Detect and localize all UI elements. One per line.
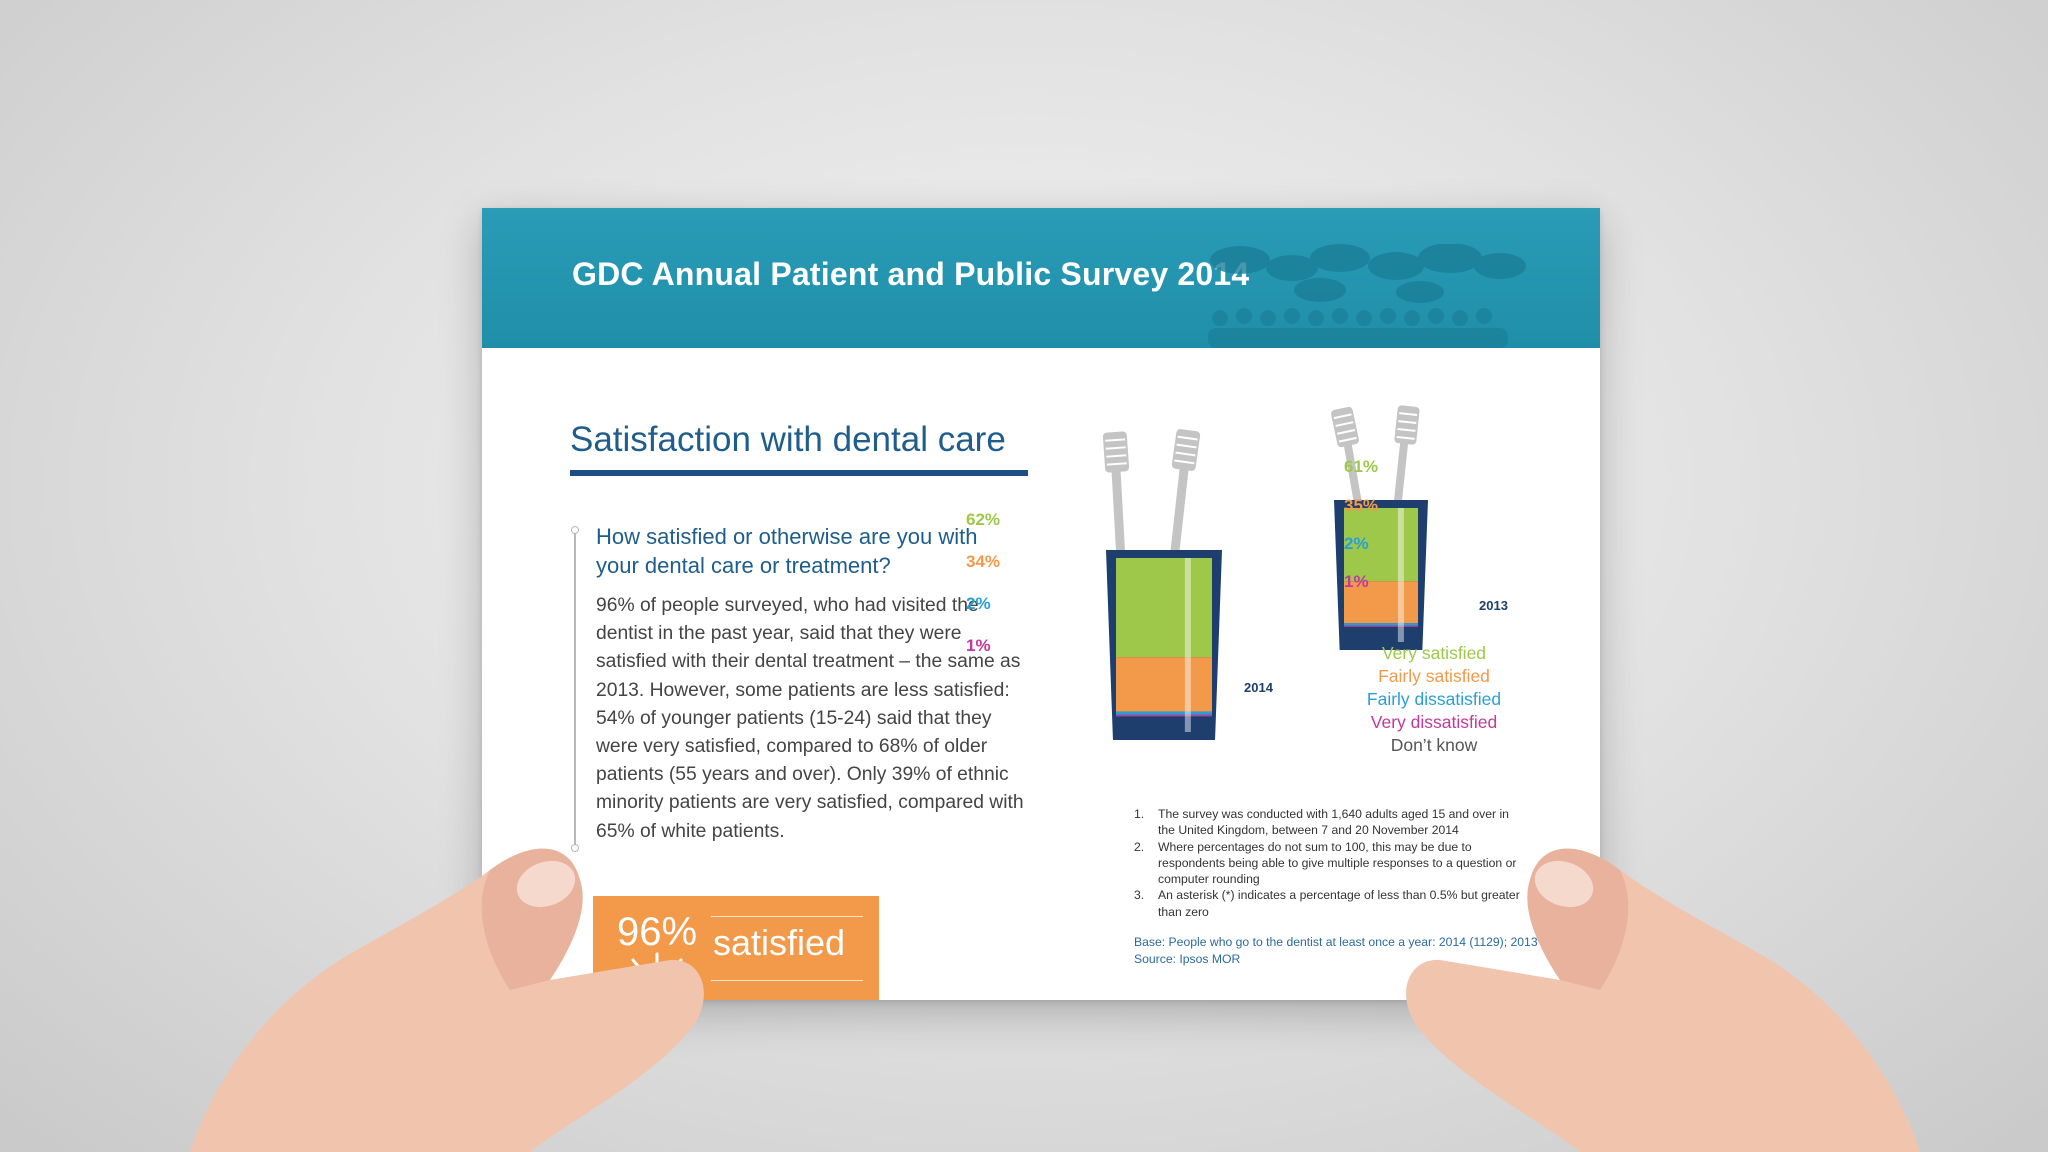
legend-item-fairly-satisfied: Fairly satisfied xyxy=(1378,666,1490,686)
bar-segment-2013-fairly-satisfied xyxy=(1344,581,1418,624)
pct-label-2014-fairly-dissatisfied: 2% xyxy=(966,594,991,613)
body-text: 96% of people surveyed, who had visited … xyxy=(596,592,1036,846)
bar-segment-2013-very-satisfied xyxy=(1344,508,1418,582)
footnote-line: computer rounding xyxy=(1158,872,1260,887)
footnote-line: Where percentages do not sum to 100, thi… xyxy=(1158,839,1472,854)
bar-segment-2013-very-dissatisfied xyxy=(1344,625,1418,627)
footnote: 2. Where percentages do not sum to 100, … xyxy=(1134,839,1554,888)
pct-label-2014-very-satisfied: 62% xyxy=(966,510,1001,529)
body-line: 65% of white patients. xyxy=(596,820,785,842)
pct-label-2013-very-dissatisfied: 1% xyxy=(1344,572,1369,591)
badge-rule-top xyxy=(711,916,863,917)
footnote-line: An asterisk (*) indicates a percentage o… xyxy=(1158,888,1520,903)
bar-segment-2014-fairly-dissatisfied xyxy=(1116,711,1212,715)
bar-segment-2014-fairly-satisfied xyxy=(1116,657,1212,712)
body-line: 96% of people surveyed, who had visited … xyxy=(596,595,979,616)
left-hand xyxy=(190,848,704,1152)
footnote-number: 1. xyxy=(1134,807,1145,821)
footnote-line: the United Kingdom, between 7 and 20 Nov… xyxy=(1158,823,1459,838)
source-line: Source: Ipsos MOR xyxy=(1134,951,1241,966)
base-source: Base: People who go to the dentist at le… xyxy=(1134,934,1600,967)
badge-label: satisfied xyxy=(713,922,846,963)
quote-line-top-dot xyxy=(571,526,579,534)
body-line: satisfied with their dental treatment – … xyxy=(596,651,1021,673)
footnote-line: than zero xyxy=(1158,904,1209,919)
glass-2014 xyxy=(1106,550,1222,740)
right-hand xyxy=(1406,848,1920,1152)
section-title: Satisfaction with dental care xyxy=(570,420,1006,459)
body-line: minority patients are very satisfied, co… xyxy=(596,792,1024,814)
survey-card: GDC Annual Patient and Public Survey 201… xyxy=(482,208,1600,1000)
badge-rule-bottom xyxy=(711,980,863,981)
pct-label-2013-very-satisfied: 61% xyxy=(1344,457,1379,476)
bar-segment-2013-fairly-dissatisfied xyxy=(1344,623,1418,626)
footnote: 1. The survey was conducted with 1,640 a… xyxy=(1134,806,1554,839)
survey-question: How satisfied or otherwise are you with … xyxy=(596,524,978,578)
footnotes: 1. The survey was conducted with 1,640 a… xyxy=(1134,806,1554,920)
body-line: dentist in the past year, said that they… xyxy=(596,623,962,645)
pct-label-2013-fairly-satisfied: 35% xyxy=(1344,496,1379,515)
body-line: 54% of younger patients (15-24) said tha… xyxy=(596,707,992,729)
legend-item-very-satisfied: Very satisfied xyxy=(1381,643,1487,663)
base-line: Base: People who go to the dentist at le… xyxy=(1134,935,1546,949)
body-line: 2013. However, some patients are less sa… xyxy=(596,679,1010,701)
legend-item-dont-know: Don’t know xyxy=(1390,735,1478,755)
page-title: GDC Annual Patient and Public Survey 201… xyxy=(572,256,1250,292)
pct-label-2014-fairly-satisfied: 34% xyxy=(966,552,1001,571)
footnote-number: 2. xyxy=(1134,839,1145,854)
legend-item-very-dissatisfied: Very dissatisfied xyxy=(1370,712,1498,732)
speech-bubbles-crowd-icon xyxy=(1208,244,1526,348)
title-underline xyxy=(570,470,1028,476)
year-label-2014: 2014 xyxy=(1244,680,1273,695)
body-line: patients (55 years and over). Only 39% o… xyxy=(596,764,1009,786)
footnote: 3. An asterisk (*) indicates a percentag… xyxy=(1134,887,1554,920)
glass-2013 xyxy=(1334,500,1428,650)
footnote-line: respondents being able to give multiple … xyxy=(1158,855,1517,870)
badge-percent: 96% xyxy=(617,910,698,954)
chart-legend: Very satisfied Fairly satisfied Fairly d… xyxy=(1314,642,1554,757)
header-banner: GDC Annual Patient and Public Survey 201… xyxy=(482,208,1600,348)
satisfaction-chart xyxy=(1102,405,1428,740)
legend-item-fairly-dissatisfied: Fairly dissatisfied xyxy=(1366,689,1502,709)
body-line: were very satisfied, compared to 68% of … xyxy=(596,736,988,758)
quote-line-bottom-dot xyxy=(571,844,579,852)
year-label-2013: 2013 xyxy=(1479,598,1508,613)
footnote-number: 3. xyxy=(1134,888,1145,903)
bar-segment-2014-very-dissatisfied xyxy=(1116,714,1212,717)
bar-segment-2014-very-satisfied xyxy=(1116,558,1212,658)
pct-label-2014-very-dissatisfied: 1% xyxy=(966,636,991,655)
pct-label-2013-fairly-dissatisfied: 2% xyxy=(1344,534,1369,553)
footnote-line: The survey was conducted with 1,640 adul… xyxy=(1158,807,1509,821)
quote-line xyxy=(574,530,576,848)
